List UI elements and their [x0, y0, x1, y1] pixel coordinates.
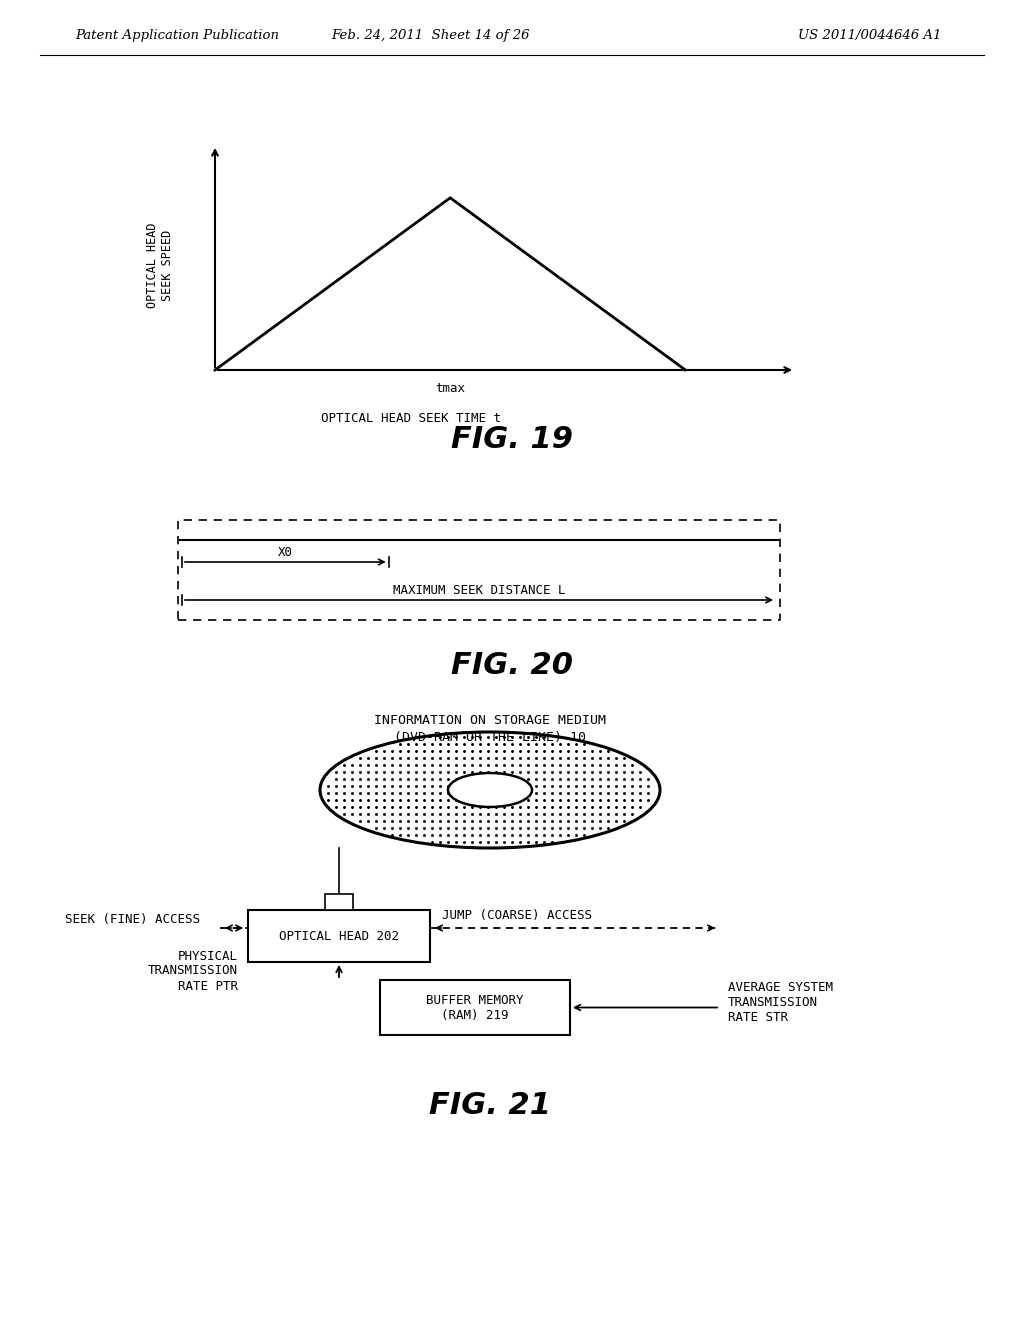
Text: FIG. 21: FIG. 21 — [429, 1090, 551, 1119]
Text: INFORMATION ON STORAGE MEDIUM: INFORMATION ON STORAGE MEDIUM — [374, 714, 606, 726]
Ellipse shape — [319, 733, 660, 847]
Text: AVERAGE SYSTEM
TRANSMISSION
RATE STR: AVERAGE SYSTEM TRANSMISSION RATE STR — [728, 981, 833, 1024]
Text: OPTICAL HEAD
SEEK SPEED: OPTICAL HEAD SEEK SPEED — [146, 222, 174, 308]
Text: SEEK (FINE) ACCESS: SEEK (FINE) ACCESS — [65, 913, 200, 927]
Text: Patent Application Publication: Patent Application Publication — [75, 29, 279, 41]
Text: OPTICAL HEAD 202: OPTICAL HEAD 202 — [279, 929, 399, 942]
Text: BUFFER MEMORY
(RAM) 219: BUFFER MEMORY (RAM) 219 — [426, 994, 523, 1022]
Text: MAXIMUM SEEK DISTANCE L: MAXIMUM SEEK DISTANCE L — [393, 583, 565, 597]
Text: OPTICAL HEAD SEEK TIME t: OPTICAL HEAD SEEK TIME t — [321, 412, 501, 425]
Text: tmax: tmax — [435, 381, 465, 395]
Text: US 2011/0044646 A1: US 2011/0044646 A1 — [799, 29, 942, 41]
Text: FIG. 19: FIG. 19 — [451, 425, 573, 454]
Text: (DVD-RAM OR THE LIKE) 10: (DVD-RAM OR THE LIKE) 10 — [394, 731, 586, 744]
Ellipse shape — [449, 774, 532, 807]
Text: X0: X0 — [278, 546, 293, 558]
Bar — [380, 979, 570, 1035]
Bar — [248, 909, 430, 962]
Text: FIG. 20: FIG. 20 — [451, 651, 573, 680]
Bar — [325, 894, 353, 909]
Text: Feb. 24, 2011  Sheet 14 of 26: Feb. 24, 2011 Sheet 14 of 26 — [331, 29, 529, 41]
Text: JUMP (COARSE) ACCESS: JUMP (COARSE) ACCESS — [442, 909, 592, 921]
Text: PHYSICAL
TRANSMISSION
RATE PTR: PHYSICAL TRANSMISSION RATE PTR — [148, 949, 238, 993]
